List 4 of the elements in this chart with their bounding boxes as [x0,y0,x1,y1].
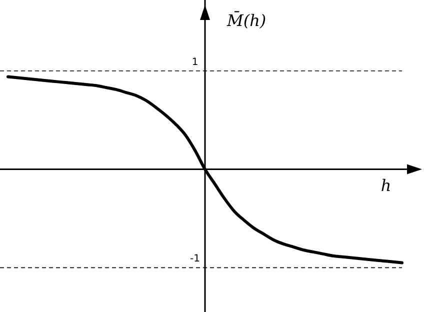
y-tick-label: -1 [190,254,200,265]
x-axis-title: h [380,176,392,195]
y-tick-label: 1 [192,56,198,68]
y-axis-title: M̄(h) [226,11,266,30]
